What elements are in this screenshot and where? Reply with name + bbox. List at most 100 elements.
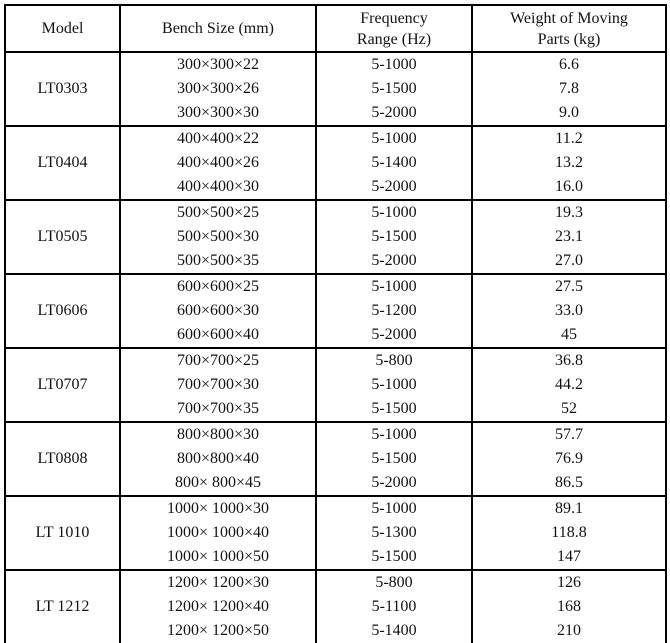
cell-line: 27.0 — [555, 252, 583, 269]
weight-cell: 6.6 7.8 9.0 — [471, 51, 667, 127]
cell-line: 118.8 — [551, 524, 587, 541]
header-line: Weight of Moving — [510, 9, 628, 27]
cell-line: 147 — [557, 548, 581, 565]
cell-line: 52 — [561, 400, 577, 417]
cell-line: 5-1500 — [371, 450, 417, 467]
cell-line: 1200× 1200×50 — [166, 622, 270, 639]
cell-line: 5-1000 — [371, 426, 417, 443]
cell-line: 16.0 — [555, 178, 583, 195]
cell-line: 76.9 — [555, 450, 583, 467]
cell-line: 800×800×30 — [176, 426, 260, 443]
cell-line: 5-2000 — [371, 326, 417, 343]
header-line: Model — [41, 20, 84, 37]
frequency-range-cell: 5-1000 5-1500 5-2000 — [315, 199, 473, 275]
cell-line: 5-2000 — [371, 474, 417, 491]
table-body: LT0303 300×300×22 300×300×26 300×300×30 5-… — [4, 51, 667, 643]
table-header: Model Bench Size (mm) Frequency Range (H… — [4, 4, 667, 53]
cell-line: 5-1000 — [371, 278, 417, 295]
cell-line: 5-800 — [375, 352, 413, 369]
vibration-bench-spec-table: Model Bench Size (mm) Frequency Range (H… — [4, 4, 667, 643]
cell-line: 13.2 — [555, 154, 583, 171]
cell-line: 5-1400 — [371, 622, 417, 639]
cell-line: 5-1500 — [371, 80, 417, 97]
cell-line: 5-1300 — [371, 524, 417, 541]
cell-line: 5-1000 — [371, 500, 417, 517]
cell-line: 800×800×40 — [176, 450, 260, 467]
cell-line: 1000× 1000×40 — [166, 524, 270, 541]
bench-size-cell: 800×800×30 800×800×40 800× 800×45 — [119, 421, 317, 497]
model-cell: LT 1010 — [4, 495, 121, 571]
cell-line: 500×500×25 — [176, 204, 260, 221]
cell-line: 400×400×26 — [176, 154, 260, 171]
table-row: LT0707 700×700×25 700×700×30 700×700×35 5-… — [4, 347, 667, 423]
cell-line: 5-1500 — [371, 228, 417, 245]
table-row: LT0606 600×600×25 600×600×30 600×600×40 5-… — [4, 273, 667, 349]
model-cell: LT 1212 — [4, 569, 121, 643]
cell-line: 44.2 — [555, 376, 583, 393]
cell-line: 19.3 — [555, 204, 583, 221]
cell-line: 5-1200 — [371, 302, 417, 319]
cell-line: 1000× 1000×50 — [166, 548, 270, 565]
weight-cell: 19.3 23.1 27.0 — [471, 199, 667, 275]
cell-line: 5-1500 — [371, 400, 417, 417]
cell-line: 57.7 — [555, 426, 583, 443]
frequency-range-cell: 5-1000 5-1500 5-2000 — [315, 421, 473, 497]
cell-line: 800× 800×45 — [174, 474, 262, 491]
cell-line: 700×700×35 — [176, 400, 260, 417]
header-weight-moving-parts: Weight of Moving Parts (kg) — [471, 4, 667, 53]
cell-line: 89.1 — [555, 500, 583, 517]
cell-line: 300×300×30 — [176, 104, 260, 121]
cell-line: 600×600×25 — [176, 278, 260, 295]
cell-line: 500×500×35 — [176, 252, 260, 269]
cell-line: 600×600×40 — [176, 326, 260, 343]
cell-line: 5-2000 — [371, 104, 417, 121]
cell-line: 33.0 — [555, 302, 583, 319]
model-cell: LT0303 — [4, 51, 121, 127]
cell-line: 9.0 — [559, 104, 579, 121]
model-cell: LT0707 — [4, 347, 121, 423]
frequency-range-cell: 5-1000 5-1400 5-2000 — [315, 125, 473, 201]
bench-size-cell: 600×600×25 600×600×30 600×600×40 — [119, 273, 317, 349]
model-cell: LT0404 — [4, 125, 121, 201]
frequency-range-cell: 5-1000 5-1500 5-2000 — [315, 51, 473, 127]
bench-size-cell: 300×300×22 300×300×26 300×300×30 — [119, 51, 317, 127]
header-bench-size: Bench Size (mm) — [119, 4, 317, 53]
cell-line: 5-1100 — [371, 598, 417, 615]
cell-line: 400×400×22 — [176, 130, 260, 147]
header-row: Model Bench Size (mm) Frequency Range (H… — [4, 4, 667, 53]
cell-line: 5-1000 — [371, 56, 417, 73]
cell-line: 36.8 — [555, 352, 583, 369]
cell-line: 300×300×26 — [176, 80, 260, 97]
header-line: Range (Hz) — [356, 30, 432, 48]
cell-line: 5-1000 — [371, 204, 417, 221]
header-line: Bench Size (mm) — [162, 20, 274, 37]
cell-line: 1200× 1200×30 — [166, 574, 270, 591]
model-cell: LT0505 — [4, 199, 121, 275]
frequency-range-cell: 5-800 5-1000 5-1500 — [315, 347, 473, 423]
cell-line: 1000× 1000×30 — [166, 500, 270, 517]
cell-line: 27.5 — [555, 278, 583, 295]
weight-cell: 89.1 118.8 147 — [471, 495, 667, 571]
weight-cell: 57.7 76.9 86.5 — [471, 421, 667, 497]
weight-cell: 27.5 33.0 45 — [471, 273, 667, 349]
cell-line: 5-1500 — [371, 548, 417, 565]
table-row: LT0808 800×800×30 800×800×40 800× 800×45 5… — [4, 421, 667, 497]
cell-line: 5-800 — [375, 574, 413, 591]
cell-line: 6.6 — [559, 56, 579, 73]
header-line: Frequency — [360, 9, 428, 27]
weight-cell: 126 168 210 — [471, 569, 667, 643]
model-cell: LT0606 — [4, 273, 121, 349]
cell-line: 5-2000 — [371, 178, 417, 195]
bench-size-cell: 500×500×25 500×500×30 500×500×35 — [119, 199, 317, 275]
cell-line: 7.8 — [559, 80, 579, 97]
cell-line: 300×300×22 — [176, 56, 260, 73]
bench-size-cell: 1000× 1000×30 1000× 1000×40 1000× 1000×50 — [119, 495, 317, 571]
table-row: LT 1212 1200× 1200×30 1200× 1200×40 1200× … — [4, 569, 667, 643]
frequency-range-cell: 5-1000 5-1200 5-2000 — [315, 273, 473, 349]
cell-line: 5-2000 — [371, 252, 417, 269]
table-row: LT0303 300×300×22 300×300×26 300×300×30 5-… — [4, 51, 667, 127]
cell-line: 168 — [557, 598, 581, 615]
header-line: Parts (kg) — [537, 30, 601, 48]
cell-line: 400×400×30 — [176, 178, 260, 195]
